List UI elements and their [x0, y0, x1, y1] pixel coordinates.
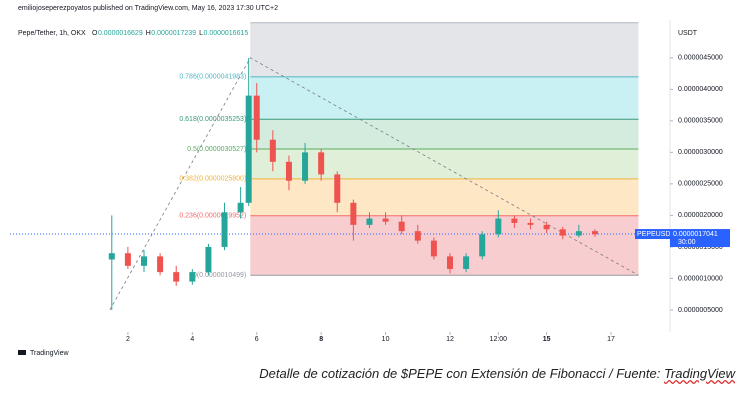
x-tick-label: 12:00	[490, 336, 508, 343]
candle-body	[463, 256, 470, 269]
x-tick-label: 15	[543, 336, 551, 343]
candle-body	[302, 152, 309, 181]
symbol-text: PEPEUSDT	[637, 231, 675, 238]
publisher: emiliojoseperezpoyatos published on Trad…	[18, 5, 278, 12]
candle-body	[205, 246, 212, 273]
fib-label: 0.786(0.0000041983)	[179, 74, 246, 81]
fib-zone	[250, 119, 639, 150]
caption-link: TradingView	[663, 366, 735, 381]
x-tick-label: 10	[382, 336, 390, 343]
ohlc-key: H	[146, 30, 151, 37]
candle-body	[285, 161, 292, 181]
candle-body	[382, 218, 389, 222]
candle-body	[189, 272, 196, 282]
currency: USDT	[678, 30, 698, 37]
logo: TradingView	[18, 350, 69, 357]
candle-body	[157, 256, 164, 273]
y-tick-label: 0.0000010000	[678, 275, 723, 282]
price-text: 0.0000017041	[673, 231, 718, 238]
candle-body	[527, 222, 534, 225]
fib-label: 0.618(0.0000035253)	[179, 116, 246, 123]
y-tick-label: 0.0000015000	[678, 244, 723, 251]
candle-body	[173, 272, 180, 282]
y-tick-label: 0.0000020000	[678, 212, 723, 219]
candle-body	[253, 95, 260, 140]
fib-label: 0.5(0.0000030527)	[187, 146, 246, 153]
fib-zone	[250, 149, 639, 179]
fib-label: 0(0.0000010499)	[193, 272, 246, 279]
candle-body	[318, 152, 325, 175]
candle-body	[511, 218, 518, 223]
x-tick-label: 17	[607, 336, 615, 343]
candle-body	[366, 218, 373, 225]
candle-body	[350, 202, 357, 225]
fib-label: 0.382(0.0000025800)	[179, 176, 246, 183]
candle-body	[334, 174, 341, 203]
candle-body	[559, 229, 566, 236]
symbol: Pepe/Tether, 1h, OKX	[18, 30, 86, 37]
symbol-tag	[635, 229, 670, 240]
candle-body	[430, 240, 437, 257]
trend-line	[109, 57, 639, 311]
chart: emiliojoseperezpoyatos published on Trad…	[10, 5, 730, 357]
candle-body	[479, 234, 486, 257]
ohlc-value: 0.0000016629	[98, 30, 143, 37]
candle-body	[108, 253, 115, 260]
y-tick-label: 0.0000045000	[678, 55, 723, 62]
candle-body	[575, 231, 582, 236]
caption: Detalle de cotización de $PEPE con Exten…	[0, 366, 735, 381]
y-tick-label: 0.0000030000	[678, 149, 723, 156]
candle-body	[591, 231, 598, 235]
candle-body	[414, 231, 421, 241]
candle-body	[269, 139, 276, 162]
candle-body	[245, 95, 252, 203]
x-tick-label: 12	[446, 336, 454, 343]
ohlc-value: 0.0000016615	[203, 30, 248, 37]
x-tick-label: 4	[190, 336, 194, 343]
candle-body	[221, 212, 228, 247]
caption-text: Detalle de cotización de $PEPE con Exten…	[259, 366, 664, 381]
fib-zone	[250, 22, 639, 77]
candle-body	[495, 218, 502, 235]
fib-zone	[250, 76, 639, 120]
ohlc-key: L	[199, 30, 203, 37]
fib-zone	[250, 215, 639, 276]
y-tick-label: 0.0000040000	[678, 86, 723, 93]
y-tick-label: 0.0000035000	[678, 118, 723, 125]
ohlc-key: O	[92, 30, 98, 37]
candle-body	[124, 253, 131, 266]
ohlc-value: 0.0000017239	[151, 30, 196, 37]
y-tick-label: 0.0000005000	[678, 307, 723, 314]
countdown: 30:00	[678, 239, 696, 246]
logo-text: TradingView	[30, 350, 69, 357]
fib-zone	[250, 178, 639, 216]
y-tick-label: 0.0000025000	[678, 181, 723, 188]
x-tick-label: 2	[126, 336, 130, 343]
candle-body	[543, 224, 550, 230]
x-tick-label: 8	[319, 336, 323, 343]
fib-label: 0.236(0.0000019952)	[179, 213, 246, 220]
candle-body	[237, 202, 244, 213]
candle-body	[140, 256, 147, 266]
candle-body	[447, 256, 453, 269]
price-tag	[670, 229, 730, 248]
x-tick-label: 6	[255, 336, 259, 343]
candle-body	[398, 221, 405, 232]
